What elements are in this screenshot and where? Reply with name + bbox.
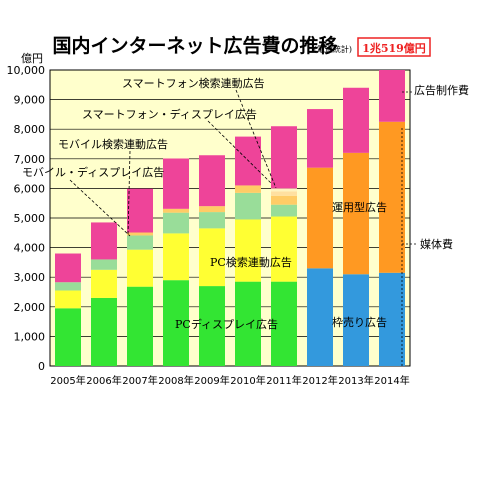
bar-segment <box>235 185 261 193</box>
bar-segment <box>343 152 369 275</box>
bar-segment <box>199 206 225 213</box>
annotation-label: 運用型広告 <box>332 200 387 214</box>
bar-segment <box>127 232 153 236</box>
annotation-label: スマートフォン・ディスプレイ広告 <box>82 107 257 121</box>
bar-segment <box>163 208 189 213</box>
bar-segment <box>307 167 333 269</box>
leader-line <box>127 150 131 236</box>
bar-segment <box>163 280 189 366</box>
leader-line <box>69 179 131 237</box>
badge-box <box>357 37 431 57</box>
bar-segment <box>91 259 117 270</box>
bar-segment <box>91 297 117 366</box>
bar-segment <box>55 308 81 366</box>
bar-segment <box>235 219 261 282</box>
annotation-label: PC検索連動広告 <box>210 255 292 269</box>
bar-segment <box>307 109 333 168</box>
chart-title: 国内インターネット広告費の推移 <box>52 34 337 57</box>
y-tick-label: 8,000 <box>14 123 46 136</box>
x-tick-label: 2014年 <box>374 374 409 387</box>
bar-segment <box>199 228 225 287</box>
bar-segment <box>163 212 189 234</box>
x-tick-label: 2009年 <box>194 374 229 387</box>
bar-segment <box>199 212 225 229</box>
bar-segment <box>55 282 81 291</box>
y-tick-label: 3,000 <box>14 271 46 284</box>
x-tick-label: 2005年 <box>50 374 85 387</box>
bar-segment <box>163 233 189 281</box>
bar-segment <box>235 136 261 186</box>
y-axis-unit-label: 億円 <box>21 52 43 65</box>
leader-line <box>235 89 277 189</box>
x-tick-label: 2011年 <box>266 374 301 387</box>
bar-segment <box>199 286 225 366</box>
x-tick-label: 2013年 <box>338 374 373 387</box>
bar-segment <box>235 192 261 220</box>
bar-segment <box>343 274 369 366</box>
x-tick-label: 2008年 <box>158 374 193 387</box>
bar-segment <box>271 126 297 189</box>
annotation-label: 広告制作費 <box>414 83 469 97</box>
bar-segment <box>271 191 297 196</box>
y-tick-label: 2,000 <box>14 301 46 314</box>
y-tick-label: 5,000 <box>14 212 46 225</box>
x-tick-label: 2012年 <box>302 374 337 387</box>
bar-segment <box>127 249 153 287</box>
bar-segment <box>127 235 153 250</box>
bar-segment <box>271 204 297 217</box>
bar-segment <box>271 188 297 192</box>
bar-segment <box>307 268 333 366</box>
bar-segment <box>55 290 81 309</box>
y-tick-label: 9,000 <box>14 94 46 107</box>
bar-segment <box>379 121 405 273</box>
chart-subtitle: (電通統計) <box>314 44 352 54</box>
annotation-label: スマートフォン検索連動広告 <box>122 76 265 90</box>
bar-segment <box>379 272 405 366</box>
bar-segment <box>379 70 405 122</box>
x-tick-label: 2007年 <box>122 374 157 387</box>
bar-segment <box>271 195 297 205</box>
y-tick-label: 6,000 <box>14 182 46 195</box>
annotation-label: モバイル・ディスプレイ広告 <box>22 165 164 179</box>
annotation-label: モバイル検索連動広告 <box>58 137 168 151</box>
bar-segment <box>91 222 117 260</box>
annotation-label: PCディスプレイ広告 <box>175 317 278 331</box>
y-tick-label: 7,000 <box>14 153 46 166</box>
bar-segment <box>55 253 81 283</box>
annotation-label: 枠売り広告 <box>332 315 387 329</box>
bar-segment <box>91 269 117 298</box>
annotation-label: 媒体費 <box>420 237 453 251</box>
bar-segment <box>343 87 369 153</box>
y-tick-label: 0 <box>38 360 45 373</box>
bar-segment <box>271 281 297 366</box>
bar-segment <box>127 286 153 366</box>
badge-text: 1兆519億円 <box>362 41 426 55</box>
y-tick-label: 4,000 <box>14 242 46 255</box>
bar-segment <box>235 281 261 366</box>
bar-segment <box>163 158 189 209</box>
y-tick-label: 10,000 <box>7 64 46 77</box>
bar-segment <box>127 188 153 233</box>
bar-segment <box>271 216 297 282</box>
bar-segment <box>199 155 225 207</box>
x-tick-label: 2010年 <box>230 374 265 387</box>
x-tick-label: 2006年 <box>86 374 121 387</box>
y-tick-label: 1,000 <box>14 330 46 343</box>
